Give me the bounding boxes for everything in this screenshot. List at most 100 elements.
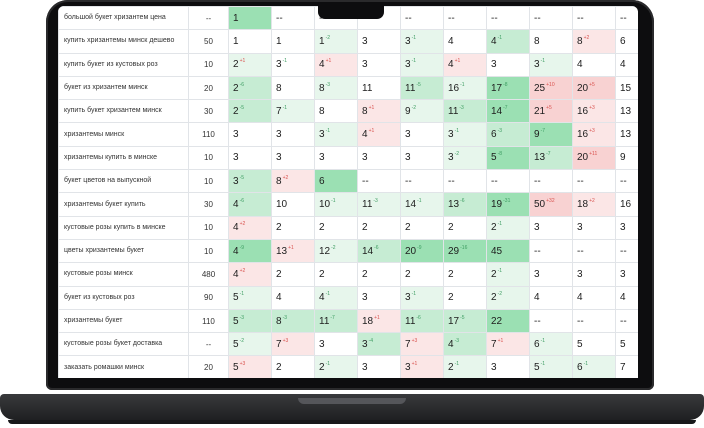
- position-value: --: [577, 245, 584, 257]
- position-value: 8: [276, 175, 282, 187]
- position-value: --: [491, 12, 498, 24]
- position-value: 14: [491, 105, 503, 117]
- position-value: 3: [362, 338, 368, 350]
- position-change: -3: [325, 81, 331, 88]
- position-cell: 2: [400, 262, 444, 287]
- position-value: 8: [534, 35, 540, 47]
- position-value: --: [448, 12, 455, 24]
- volume-cell: 10: [188, 52, 229, 77]
- keyword-cell: кустовые розы купить в минске: [58, 215, 189, 240]
- position-cell: --: [486, 169, 530, 194]
- position-change: -1: [325, 291, 331, 298]
- position-change: -6: [374, 244, 379, 251]
- position-value: 5: [577, 338, 583, 350]
- position-cell: 3: [314, 145, 358, 171]
- position-change: +2: [589, 198, 595, 205]
- position-change: -1: [411, 34, 417, 41]
- position-change: -3: [454, 337, 460, 344]
- position-value: 14: [405, 199, 417, 211]
- table-row: хризантемы купить в минске 10 3 3 3 3 3 3-2 5-8 1…: [58, 145, 638, 171]
- position-value: 2: [405, 222, 411, 234]
- position-cell: --: [443, 169, 487, 194]
- keyword-cell: купить хризантемы минск дешево: [58, 29, 189, 54]
- position-value: 5: [233, 338, 239, 350]
- position-value: 6: [620, 35, 626, 47]
- position-cell: 3: [357, 29, 401, 54]
- position-value: 2: [491, 222, 497, 234]
- position-cell: 10: [271, 192, 315, 217]
- position-value: 19: [491, 199, 503, 211]
- position-cell: 7+3: [271, 332, 315, 357]
- position-cell: 3: [486, 52, 530, 77]
- position-cell: 3: [572, 262, 616, 287]
- position-change: +1: [288, 244, 294, 251]
- position-cell: 19-31: [486, 192, 530, 217]
- position-cell: 4: [529, 285, 573, 310]
- position-cell: 3: [572, 215, 616, 240]
- position-cell: 50+32: [529, 192, 573, 217]
- position-value: 4: [319, 59, 325, 71]
- position-value: 3: [405, 152, 411, 164]
- position-cell: 12-2: [314, 238, 358, 264]
- position-value: 4: [577, 59, 583, 71]
- table-row: букет цветов на выпускной 10 3-5 8+2 6 -- -- --…: [58, 169, 638, 194]
- position-value: 3: [534, 59, 540, 71]
- position-cell: 2: [443, 262, 487, 287]
- position-cell: --: [615, 169, 638, 194]
- position-change: -1: [239, 291, 245, 298]
- position-value: 4: [233, 222, 239, 234]
- position-value: 2: [362, 222, 368, 234]
- position-value: 8: [319, 82, 325, 94]
- position-cell: --: [529, 308, 573, 334]
- position-cell: 7-1: [271, 99, 315, 124]
- position-cell: 8: [314, 99, 358, 124]
- position-cell: 3: [615, 262, 638, 287]
- position-value: 11: [362, 199, 373, 211]
- position-cell: 8: [271, 75, 315, 101]
- position-cell: 3: [357, 52, 401, 77]
- position-value: 3: [405, 362, 411, 374]
- position-cell: --: [357, 169, 401, 194]
- position-value: 3: [362, 292, 368, 304]
- position-cell: 3-4: [357, 332, 401, 357]
- position-cell: 11-6: [400, 308, 444, 334]
- position-cell: 2-1: [486, 215, 530, 240]
- position-value: 29: [448, 245, 460, 257]
- position-cell: 3: [357, 285, 401, 310]
- position-value: 2: [362, 268, 368, 280]
- position-cell: 13: [615, 122, 638, 147]
- position-value: --: [577, 315, 584, 327]
- position-change: -4: [368, 337, 374, 344]
- position-cell: 16+3: [572, 122, 616, 147]
- position-value: 13: [448, 199, 460, 211]
- position-change: -3: [497, 128, 503, 135]
- position-value: 6: [491, 129, 497, 141]
- position-value: 4: [233, 245, 239, 257]
- position-value: 16: [620, 199, 632, 211]
- keyword-cell: кустовые розы минск: [58, 262, 189, 287]
- position-change: +1: [368, 128, 375, 135]
- position-value: 2: [233, 82, 239, 94]
- position-value: 3: [276, 129, 282, 141]
- volume-cell: --: [188, 332, 229, 357]
- position-value: 3: [405, 292, 411, 304]
- position-value: 7: [405, 338, 411, 350]
- position-change: -8: [503, 81, 508, 88]
- position-value: 15: [620, 82, 632, 94]
- position-cell: 25+10: [529, 75, 573, 101]
- position-change: +3: [282, 337, 289, 344]
- volume-cell: 480: [188, 262, 229, 287]
- position-cell: --: [572, 169, 616, 194]
- table-row: купить букет хризантем минск 30 2-5 7-1 8 8+1…: [58, 99, 638, 124]
- position-cell: 5-2: [228, 332, 272, 357]
- position-value: 3: [362, 59, 368, 71]
- table-row: букет из кустовых роз 90 5-1 4 4-1 3 3-1 2 2-2 4 4…: [58, 285, 638, 310]
- position-cell: 4+1: [443, 52, 487, 77]
- position-change: +3: [411, 337, 418, 344]
- position-cell: 3: [314, 332, 358, 357]
- position-cell: 2: [314, 215, 358, 240]
- position-cell: 3: [615, 215, 638, 240]
- volume-cell: --: [188, 6, 229, 31]
- position-value: 3: [620, 222, 626, 234]
- position-change: -6: [239, 81, 245, 88]
